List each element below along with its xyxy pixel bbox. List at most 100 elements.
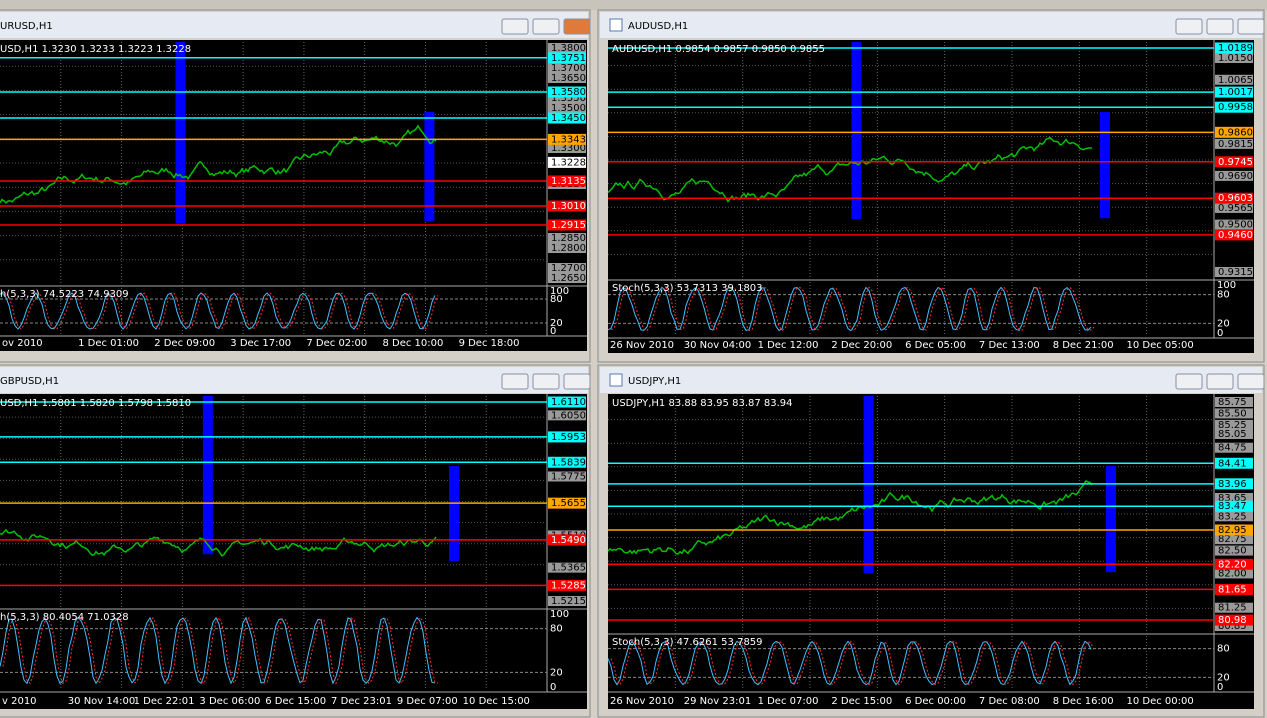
- symbol-info: USD,H1 1.3230 1.3233 1.3223 1.3228: [0, 44, 191, 55]
- level-label: 80.98: [1218, 615, 1247, 626]
- price-axis-box: [1215, 534, 1253, 545]
- date-label: 7 Dec 02:00: [306, 338, 367, 349]
- level-box: [548, 52, 586, 64]
- price-axis-label: 83.25: [1218, 511, 1247, 522]
- date-label: 8 Dec 21:00: [1053, 340, 1114, 351]
- symbol-info: AUDUSD,H1 0.9854 0.9857 0.9850 0.9855: [612, 44, 825, 55]
- price-axis-label: 80.85: [1218, 621, 1247, 632]
- price-axis-box: [548, 63, 586, 73]
- restore-button[interactable]: [1206, 18, 1234, 35]
- title-bar: [600, 367, 1262, 393]
- date-label: 30 Nov 04:00: [684, 340, 751, 351]
- level-label: 1.0017: [1218, 87, 1253, 98]
- price-axis-box: [1215, 74, 1253, 85]
- level-box: [548, 133, 586, 145]
- price-axis-box: [548, 103, 586, 113]
- price-axis-box: [1215, 429, 1253, 439]
- level-box: [548, 219, 586, 231]
- level-label: 1.3010: [551, 201, 586, 212]
- stoch-axis-label: 0: [550, 682, 556, 693]
- level-label: 81.65: [1218, 584, 1247, 595]
- price-axis-label: 1.5215: [551, 596, 586, 607]
- stoch-main: [0, 616, 436, 685]
- level-box: [548, 396, 586, 408]
- level-box: [1215, 583, 1253, 595]
- price-axis-box: [1215, 493, 1253, 503]
- close-button[interactable]: [1237, 373, 1265, 390]
- date-label: 2 Dec 09:00: [154, 338, 215, 349]
- stoch-label: Stoch(5,3,3) 47.6261 53.7859: [612, 637, 763, 648]
- level-box: [548, 431, 586, 443]
- price-axis-box: [548, 263, 586, 273]
- level-label: 1.3343: [551, 134, 586, 145]
- stoch-axis-label: 100: [1217, 280, 1236, 291]
- stoch-axis-label: 80: [1217, 290, 1230, 301]
- level-label: 1.5655: [551, 498, 586, 509]
- price-axis-label: 1.2700: [551, 263, 586, 274]
- price-axis-label: 1.3500: [551, 103, 586, 114]
- level-label: 1.6110: [551, 397, 586, 408]
- price-axis-label: 85.75: [1218, 397, 1247, 408]
- price-axis-box: [1215, 602, 1253, 613]
- minimize-button[interactable]: [1175, 373, 1203, 390]
- close-button[interactable]: [1237, 18, 1265, 35]
- time-marker: [202, 396, 213, 555]
- level-label: 1.3228: [551, 157, 586, 168]
- window-title: AUDUSD,H1: [628, 21, 688, 32]
- minimize-button[interactable]: [501, 373, 529, 390]
- date-label: 1 Dec 07:00: [758, 696, 819, 707]
- level-box: [548, 112, 586, 124]
- level-label: 0.9460: [1218, 230, 1253, 241]
- level-box: [548, 156, 586, 168]
- chart-window: GBPUSD,H11.60501.57751.55101.53651.52151…: [0, 364, 591, 718]
- level-box: [1215, 192, 1253, 204]
- stoch-label: h(5,3,3) 80.4054 71.0328: [0, 612, 129, 623]
- date-label: 6 Dec 05:00: [905, 340, 966, 351]
- level-label: 82.20: [1218, 559, 1247, 570]
- price-axis-label: 0.9690: [1218, 171, 1253, 182]
- title-bar: [600, 12, 1262, 38]
- price-axis-label: 1.6050: [551, 410, 586, 421]
- level-label: 83.96: [1218, 479, 1247, 490]
- stoch-label: Stoch(5,3,3) 53.7313 39.1803: [612, 283, 763, 294]
- time-marker: [424, 112, 435, 221]
- stoch-axis-label: 80: [550, 294, 563, 305]
- price-axis-label: 1.3550: [551, 93, 586, 104]
- price-axis-label: 82.50: [1218, 546, 1247, 557]
- level-box: [548, 579, 586, 591]
- date-label: 1 Dec 12:00: [758, 340, 819, 351]
- minimize-button[interactable]: [501, 18, 529, 35]
- price-line: [0, 528, 437, 557]
- stoch-axis-label: 80: [1217, 644, 1230, 655]
- close-button[interactable]: [563, 18, 591, 35]
- level-label: 1.3580: [551, 87, 586, 98]
- price-axis-label: 1.3700: [551, 63, 586, 74]
- close-button[interactable]: [563, 373, 591, 390]
- price-axis-label: 1.3800: [551, 43, 586, 54]
- time-marker: [1105, 466, 1116, 573]
- date-label: 30 Nov 14:00: [68, 696, 135, 707]
- level-box: [1215, 42, 1253, 54]
- level-box: [1215, 558, 1253, 570]
- restore-button[interactable]: [532, 373, 560, 390]
- restore-button[interactable]: [1206, 373, 1234, 390]
- level-box: [1215, 478, 1253, 490]
- level-label: 0.9958: [1218, 102, 1253, 113]
- price-axis-label: 1.0065: [1218, 75, 1253, 86]
- price-axis-box: [548, 43, 586, 53]
- level-label: 1.3751: [551, 53, 586, 64]
- price-axis-box: [1215, 511, 1253, 522]
- price-axis-box: [548, 233, 586, 243]
- level-label: 0.9860: [1218, 127, 1253, 138]
- minimize-button[interactable]: [1175, 18, 1203, 35]
- price-axis-label: 1.0150: [1218, 53, 1253, 64]
- price-axis-box: [1215, 219, 1253, 230]
- price-axis-label: 1.5365: [551, 563, 586, 574]
- level-box: [548, 86, 586, 98]
- level-box: [1215, 614, 1253, 626]
- date-label: 9 Dec 07:00: [397, 696, 458, 707]
- restore-button[interactable]: [532, 18, 560, 35]
- date-label: 7 Dec 23:01: [331, 696, 392, 707]
